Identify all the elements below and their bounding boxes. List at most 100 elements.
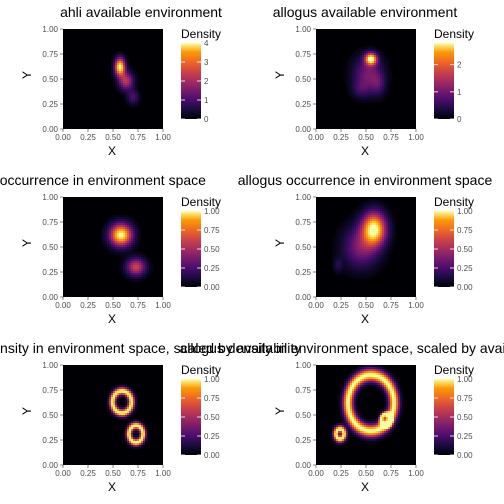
density-cell [334,247,337,250]
density-cell [392,427,395,430]
density-cell [356,369,359,372]
density-cell [370,79,373,82]
density-cell [382,89,385,92]
density-cell [342,231,345,234]
density-cell [392,423,395,426]
density-cell [374,423,377,426]
density-cell [362,389,365,392]
density-cell [338,259,341,262]
density-cell [386,245,389,248]
density-cell [123,93,126,96]
density-cell [370,233,373,236]
density-cell [131,241,134,244]
density-cell [380,217,383,220]
density-cell [123,55,126,58]
density-cell [340,229,343,232]
density-cell [332,425,335,428]
density-cell [388,397,391,400]
density-cell [386,61,389,64]
density-cell [386,401,389,404]
density-cell [344,385,347,388]
density-cell [358,233,361,236]
density-cell [354,59,357,62]
density-cell [117,83,120,86]
density-cell [125,415,128,418]
density-cell [123,235,126,238]
density-cell [360,259,363,262]
density-cell [362,71,365,74]
density-cell [366,273,369,276]
density-cell [368,45,371,48]
density-cell [388,241,391,244]
density-cell [117,85,120,88]
density-cell [366,89,369,92]
density-cell [346,429,349,432]
density-cell [348,69,351,72]
density-cell [398,397,401,400]
density-cell [364,221,367,224]
density-cell [372,373,375,376]
density-cell [370,253,373,256]
x-tick-label: 0.25 [80,133,96,142]
density-cell [370,433,373,436]
y-tick-label: 0.25 [42,268,58,277]
density-cell [390,405,393,408]
density-cell [340,391,343,394]
density-cell [348,275,351,278]
density-cell [354,237,357,240]
density-cell [109,237,112,240]
density-cell [127,279,130,282]
density-cell [340,265,343,268]
density-cell [139,231,142,234]
density-cell [376,215,379,218]
legend-colorbar [181,43,201,119]
density-cell [139,441,142,444]
density-cell [368,49,371,52]
density-cell [125,225,128,228]
density-cell [370,203,373,206]
density-cell [378,231,381,234]
density-cell [338,425,341,428]
density-cell [127,223,130,226]
density-cell [340,399,343,402]
density-cell [370,379,373,382]
density-cell [388,385,391,388]
density-cell [360,229,363,232]
density-cell [372,263,375,266]
density-cell [121,51,124,54]
density-cell [117,235,120,238]
density-cell [362,263,365,266]
density-cell [352,433,355,436]
density-cell [115,55,118,58]
density-cell [372,433,375,436]
density-cell [121,85,124,88]
density-cell [117,255,120,258]
density-cell [137,263,140,266]
density-cell [131,231,134,234]
density-cell [123,397,126,400]
density-cell [135,437,138,440]
density-cell [382,87,385,90]
density-cell [362,67,365,70]
density-cell [117,385,120,388]
density-cell [360,97,363,100]
density-cell [107,249,110,252]
density-cell [350,421,353,424]
density-cell [382,435,385,438]
density-cell [127,247,130,250]
density-cell [350,419,353,422]
density-cell [360,239,363,242]
density-cell [362,249,365,252]
density-cell [342,273,345,276]
density-cell [384,69,387,72]
density-cell [384,397,387,400]
density-cell [131,425,134,428]
density-cell [368,61,371,64]
y-tick-label: 0.50 [295,243,311,252]
legend-colorbar [434,43,454,119]
density-cell [137,443,140,446]
density-cell [121,77,124,80]
density-cell [105,229,108,232]
density-cell [115,237,118,240]
density-cell [121,237,124,240]
